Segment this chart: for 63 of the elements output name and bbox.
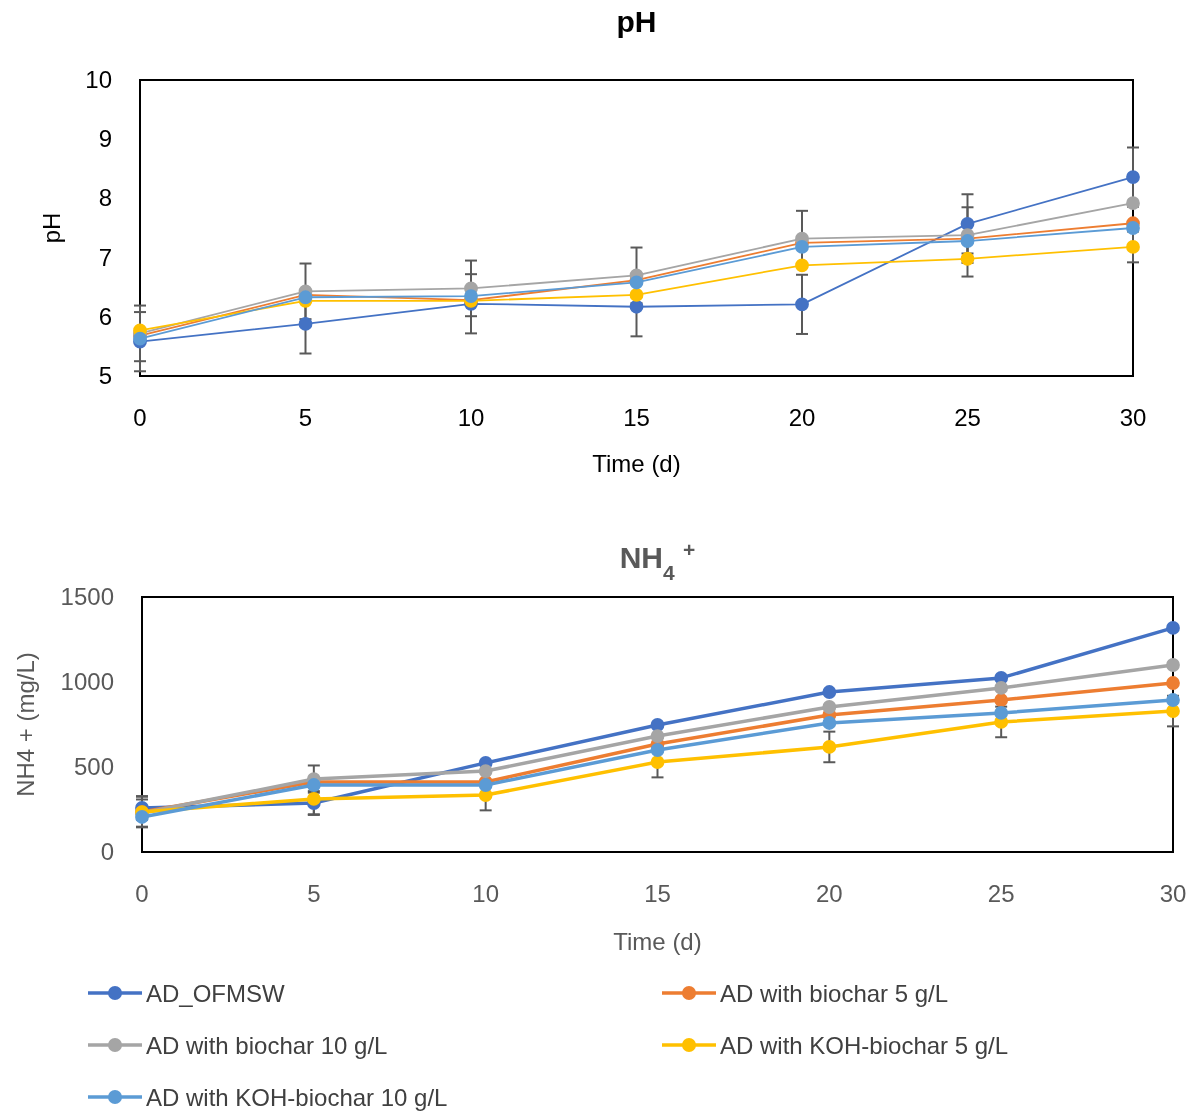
legend-label: AD with biochar 10 g/L bbox=[146, 1032, 388, 1059]
point bbox=[1166, 621, 1180, 635]
x-tick-label: 20 bbox=[788, 404, 816, 431]
point bbox=[298, 317, 313, 331]
y-axis-title: NH4 + (mg/L) bbox=[12, 652, 39, 797]
point bbox=[822, 700, 837, 714]
x-tick-label: 25 bbox=[987, 880, 1015, 907]
point bbox=[1126, 196, 1140, 211]
x-tick-label: 5 bbox=[298, 404, 313, 431]
x-tick-label: 0 bbox=[135, 880, 149, 907]
point bbox=[135, 810, 149, 824]
point bbox=[1166, 693, 1180, 707]
point bbox=[960, 251, 975, 266]
point bbox=[1166, 658, 1180, 672]
point bbox=[1126, 221, 1140, 235]
x-tick-label: 10 bbox=[472, 880, 500, 907]
x-tick-label: 0 bbox=[133, 404, 147, 431]
point bbox=[1126, 170, 1140, 184]
point bbox=[795, 297, 809, 312]
point bbox=[795, 258, 809, 273]
y-tick-label: 1500 bbox=[60, 583, 114, 610]
legend-label: AD_OFMSW bbox=[146, 980, 286, 1007]
point bbox=[464, 289, 478, 303]
point bbox=[629, 299, 644, 314]
chart-title: pH bbox=[616, 5, 657, 38]
point bbox=[994, 681, 1009, 695]
point bbox=[306, 792, 321, 806]
point bbox=[629, 288, 644, 302]
point bbox=[822, 740, 837, 754]
y-tick-label: 7 bbox=[98, 243, 112, 271]
y-tick-label: 5 bbox=[98, 362, 112, 389]
point bbox=[650, 743, 665, 757]
x-tick-label: 25 bbox=[954, 404, 981, 431]
y-tick-label: 6 bbox=[98, 302, 112, 330]
point bbox=[650, 755, 665, 769]
point bbox=[822, 716, 837, 730]
x-axis-title: Time (d) bbox=[592, 450, 681, 477]
y-tick-label: 500 bbox=[73, 753, 114, 780]
x-tick-label: 15 bbox=[623, 404, 650, 431]
legend-label: AD with KOH-biochar 10 g/L bbox=[146, 1084, 448, 1111]
y-tick-label: 0 bbox=[100, 838, 114, 865]
y-tick-label: 10 bbox=[85, 66, 112, 93]
x-axis-title: Time (d) bbox=[613, 928, 702, 955]
point bbox=[994, 693, 1009, 707]
x-tick-label: 15 bbox=[644, 880, 671, 907]
point bbox=[822, 685, 837, 699]
y-tick-label: 8 bbox=[98, 184, 112, 212]
point bbox=[795, 240, 809, 254]
legend-label: AD with biochar 5 g/L bbox=[720, 980, 949, 1007]
x-tick-label: 20 bbox=[815, 880, 843, 907]
x-tick-label: 5 bbox=[307, 880, 321, 907]
point bbox=[478, 764, 493, 778]
point bbox=[1126, 240, 1140, 254]
point bbox=[1166, 676, 1180, 690]
x-tick-label: 30 bbox=[1159, 880, 1187, 907]
point bbox=[650, 729, 665, 743]
point bbox=[994, 706, 1009, 720]
y-tick-label: 1000 bbox=[60, 668, 114, 695]
x-tick-label: 10 bbox=[457, 404, 485, 431]
legend-label: AD with KOH-biochar 5 g/L bbox=[720, 1032, 1009, 1059]
y-axis-title: pH bbox=[38, 212, 65, 244]
x-tick-label: 30 bbox=[1119, 404, 1147, 431]
y-tick-label: 9 bbox=[98, 125, 112, 153]
